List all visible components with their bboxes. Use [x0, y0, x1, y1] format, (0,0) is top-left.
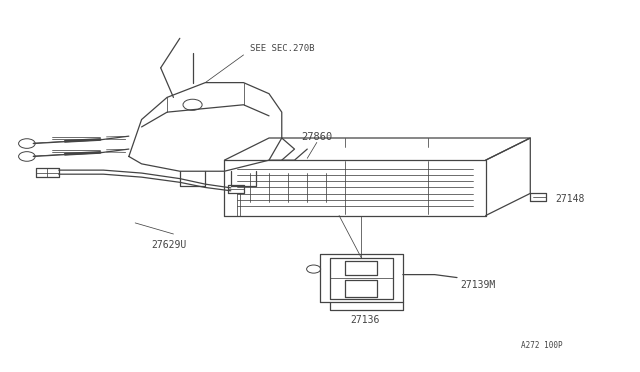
Text: A272 100P: A272 100P	[520, 341, 562, 350]
Text: 27139M: 27139M	[460, 280, 495, 290]
Text: 27136: 27136	[350, 315, 380, 325]
Text: SEE SEC.270B: SEE SEC.270B	[250, 44, 314, 53]
Text: 27629U: 27629U	[151, 240, 186, 250]
Text: 27860: 27860	[301, 132, 332, 142]
Text: 27148: 27148	[556, 194, 585, 204]
